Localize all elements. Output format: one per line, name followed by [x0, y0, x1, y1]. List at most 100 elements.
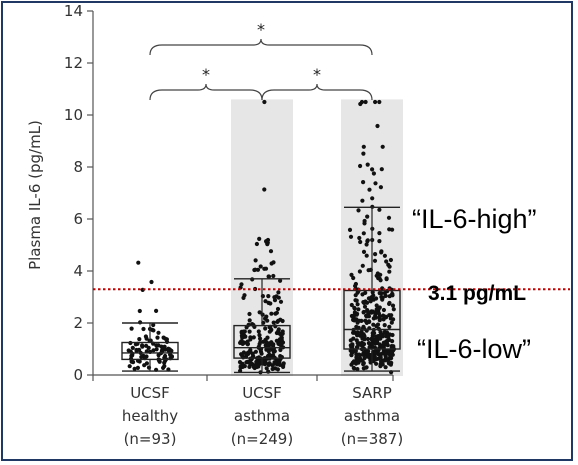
data-point [362, 334, 367, 339]
data-point [353, 293, 358, 298]
data-point [262, 266, 267, 271]
data-point [351, 359, 357, 364]
data-point [349, 352, 354, 357]
data-point [151, 348, 156, 353]
data-point [386, 334, 391, 339]
data-point [357, 235, 362, 241]
data-point [387, 324, 392, 329]
data-point [377, 231, 382, 236]
data-point [389, 320, 394, 325]
data-point [369, 336, 375, 341]
data-point [378, 355, 383, 360]
data-point [249, 361, 254, 366]
il6-low-annotation: “IL-6-low” [417, 334, 531, 364]
data-point [250, 351, 255, 356]
data-point [262, 187, 267, 192]
data-point [248, 335, 253, 340]
data-point [382, 291, 387, 296]
y-axis-label: Plasma IL-6 (pg/mL) [26, 120, 44, 270]
data-point [390, 292, 395, 297]
data-point [258, 264, 263, 269]
data-point [356, 208, 361, 213]
data-point [379, 167, 384, 172]
x-category-label: asthma [344, 407, 400, 425]
data-point [281, 361, 286, 366]
data-point [390, 303, 396, 308]
data-point [247, 311, 252, 317]
data-point [157, 359, 162, 364]
data-point [277, 337, 283, 342]
data-point [129, 326, 134, 331]
data-point [270, 366, 275, 372]
data-point [352, 305, 357, 310]
data-point [373, 350, 378, 355]
data-point [391, 307, 396, 312]
data-point [347, 227, 353, 232]
data-point [377, 99, 382, 105]
data-point [241, 329, 246, 334]
data-point [356, 307, 361, 312]
threshold-label: 3.1 pg/mL [428, 282, 526, 305]
data-point [386, 215, 392, 220]
data-point [245, 359, 250, 364]
data-point [387, 269, 392, 274]
data-point [387, 264, 392, 269]
data-point [245, 341, 250, 347]
data-point [377, 335, 382, 340]
data-point [149, 279, 154, 285]
data-point [267, 361, 272, 366]
data-point [376, 311, 381, 316]
data-point [264, 314, 269, 319]
data-point [362, 221, 367, 226]
data-point [385, 343, 390, 348]
data-point [348, 343, 353, 348]
data-point [377, 207, 382, 212]
data-point [151, 322, 156, 328]
data-point [276, 290, 281, 295]
data-point [258, 336, 263, 341]
data-point [274, 338, 279, 343]
box [343, 289, 401, 350]
data-point [263, 326, 268, 331]
data-point [362, 356, 367, 361]
data-point [380, 332, 385, 337]
x-category-label: UCSF [242, 384, 282, 402]
boxplots [121, 206, 401, 374]
data-point [370, 196, 375, 201]
data-point [357, 356, 363, 361]
data-point [363, 99, 368, 105]
data-point [365, 300, 370, 305]
data-point [354, 338, 359, 343]
data-point [156, 343, 161, 348]
data-point [362, 337, 367, 342]
data-point [382, 323, 387, 328]
data-point [271, 353, 276, 358]
data-point [361, 151, 366, 156]
data-point [384, 351, 389, 357]
data-point [349, 302, 354, 308]
data-point [275, 306, 281, 312]
axes: 0 2 4 6 8 10 12 14 UCSF healthy (n=93) UCSF asthma (n… [64, 2, 403, 448]
data-point [357, 352, 362, 357]
data-point [264, 366, 269, 371]
y-tick-label: 12 [64, 54, 83, 72]
data-point [277, 362, 283, 367]
data-point [376, 306, 381, 311]
data-point [151, 328, 156, 333]
significance-star: * [202, 65, 210, 84]
data-point [242, 333, 247, 338]
data-point [239, 282, 244, 287]
data-point [256, 329, 261, 334]
data-point [134, 348, 139, 354]
y-tick-label: 8 [73, 158, 83, 176]
y-tick-label: 10 [64, 106, 83, 124]
data-point [384, 339, 389, 344]
data-point [351, 275, 356, 281]
data-point [262, 362, 268, 367]
data-point [254, 241, 259, 247]
data-point [358, 163, 363, 169]
data-point [370, 309, 376, 314]
data-point [273, 361, 278, 366]
data-point [377, 342, 382, 347]
data-point [361, 180, 366, 185]
